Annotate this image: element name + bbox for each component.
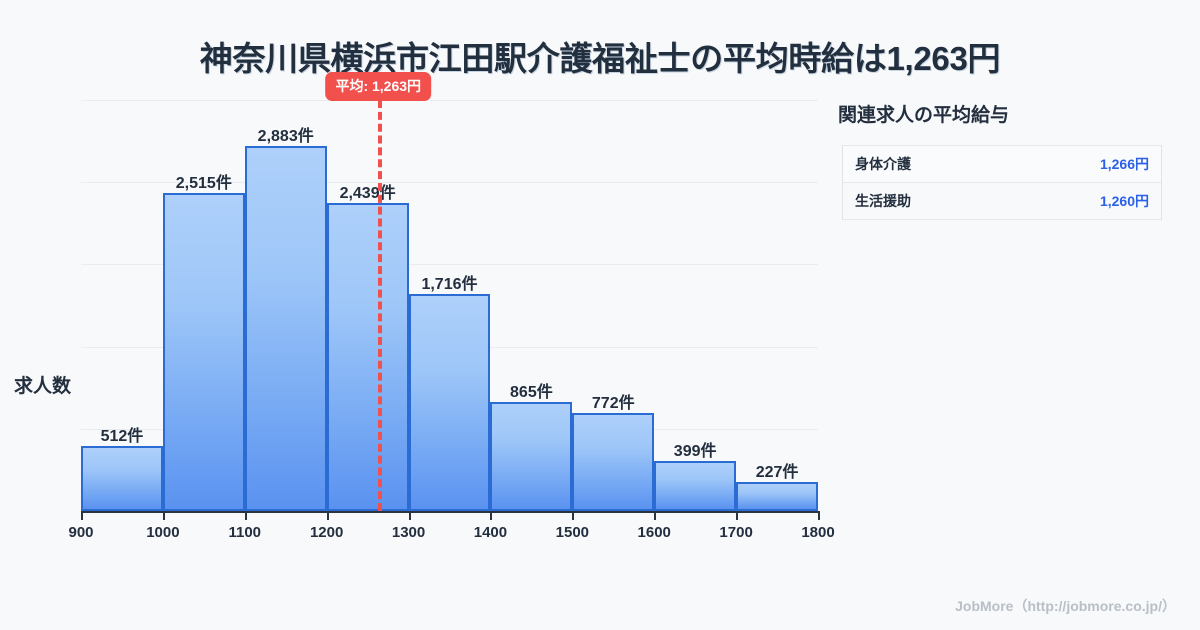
- x-tick-label: 1800: [801, 524, 835, 541]
- gridline: [81, 182, 818, 184]
- x-tick-label: 1500: [555, 524, 590, 541]
- bar[interactable]: [736, 482, 818, 511]
- salary-row-value: 1,266円: [1009, 145, 1163, 183]
- x-tick-label: 1100: [228, 524, 262, 541]
- table-row[interactable]: 生活援助 1,260円: [842, 182, 1163, 220]
- x-tick-label: 1200: [309, 524, 344, 541]
- x-tick-label: 900: [68, 524, 94, 541]
- bar-value-label: 2,439件: [339, 184, 396, 202]
- related-salary-table: 身体介護 1,266円 生活援助 1,260円: [842, 145, 1163, 220]
- x-tick-label: 1600: [637, 524, 671, 541]
- x-tick-mark: [408, 511, 411, 520]
- related-salary-heading: 関連求人の平均給与: [838, 105, 1010, 126]
- page-title: 神奈川県横浜市江田駅介護福祉士の平均時給は1,263円: [199, 40, 1001, 77]
- bar-value-label: 772件: [591, 395, 635, 413]
- x-tick-mark: [490, 511, 493, 520]
- bar[interactable]: [326, 202, 409, 511]
- bar-value-label: 512件: [100, 428, 144, 446]
- watermark: JobMore（http://jobmore.co.jp/）: [955, 598, 1176, 614]
- histogram-chart: 求人数 512件 2,515件 2,883件 2,439件 1,716件 865件 772件…: [0, 72, 840, 600]
- y-axis-label: 求人数: [14, 376, 72, 397]
- bar[interactable]: [490, 401, 573, 511]
- x-tick-label: 1000: [146, 524, 180, 541]
- x-tick-mark: [736, 511, 739, 520]
- x-tick-label: 1700: [719, 524, 753, 541]
- bar[interactable]: [244, 146, 327, 511]
- bar-value-label: 2,515件: [175, 174, 232, 192]
- bar[interactable]: [81, 446, 163, 511]
- bar-value-label: 2,883件: [257, 128, 314, 146]
- x-tick-mark: [326, 511, 329, 520]
- x-tick-label: 1300: [391, 524, 426, 541]
- bar[interactable]: [408, 294, 491, 511]
- bar[interactable]: [572, 413, 655, 511]
- x-axis-line: [81, 511, 819, 513]
- plot-area: 512件 2,515件 2,883件 2,439件 1,716件 865件 772件 399件…: [81, 72, 818, 511]
- bar-value-label: 865件: [510, 383, 553, 401]
- salary-row-name: 生活援助: [842, 182, 1010, 220]
- x-tick-mark: [572, 511, 575, 520]
- related-salary-panel: 関連求人の平均給与 身体介護 1,266円 生活援助 1,260円: [838, 100, 1168, 220]
- bar-value-label: 399件: [673, 442, 717, 460]
- bar[interactable]: [162, 192, 245, 511]
- x-tick-mark: [81, 511, 83, 520]
- gridline: [81, 264, 818, 266]
- average-badge: 平均: 1,263円: [325, 72, 432, 101]
- x-tick-label: 1400: [473, 524, 508, 541]
- bar[interactable]: [654, 460, 737, 511]
- table-row[interactable]: 身体介護 1,266円: [842, 145, 1163, 183]
- x-tick-mark: [818, 511, 820, 520]
- salary-row-name: 身体介護: [842, 145, 1010, 183]
- gridline: [81, 100, 818, 101]
- bar-value-label: 227件: [755, 464, 799, 482]
- x-tick-mark: [654, 511, 657, 520]
- x-tick-mark: [244, 511, 247, 520]
- x-tick-mark: [162, 511, 165, 520]
- average-line: [378, 100, 383, 511]
- salary-row-value: 1,260円: [1009, 182, 1163, 220]
- bar-value-label: 1,716件: [421, 275, 478, 293]
